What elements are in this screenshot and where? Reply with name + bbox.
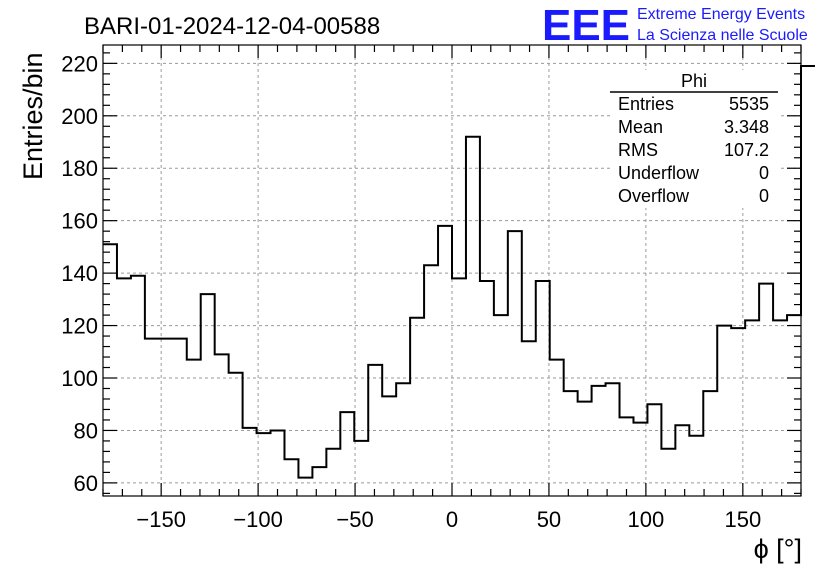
y-tick-label: 160: [61, 209, 98, 234]
x-tick-label: −50: [336, 507, 373, 532]
stats-box: Phi Entries 5535 Mean 3.348 RMS 107.2 Underflo…: [610, 70, 778, 208]
x-tick-label: 150: [724, 507, 761, 532]
x-tick-label: 0: [446, 507, 458, 532]
stats-title: Phi: [681, 71, 707, 91]
x-tick-label: −150: [136, 507, 186, 532]
histogram-series: [103, 64, 815, 479]
eee-logo: EEE Extreme Energy Events La Scienza nel…: [542, 1, 808, 50]
y-tick-label: 180: [61, 156, 98, 181]
stats-label: Mean: [618, 117, 663, 137]
y-tick-label: 60: [74, 471, 98, 496]
y-tick-label: 140: [61, 261, 98, 286]
histogram-line: [103, 64, 815, 479]
stats-value: 3.348: [724, 117, 769, 137]
y-axis-title: Entries/bin: [18, 52, 48, 180]
y-tick-label: 220: [61, 51, 98, 76]
tick-labels: −150 −100 −50 0 50 100 150 60 80 100 120 140 160 180 2…: [61, 51, 761, 532]
stats-background: [610, 70, 778, 208]
stats-value: 5535: [729, 94, 769, 114]
x-axis-title: ϕ [°]: [754, 534, 802, 564]
logo-line2: La Scienza nelle Scuole: [637, 27, 808, 44]
plot-frame: [102, 44, 802, 497]
stats-label: Entries: [618, 94, 674, 114]
stats-label: Underflow: [618, 163, 700, 183]
x-tick-label: 100: [628, 507, 665, 532]
y-tick-label: 120: [61, 314, 98, 339]
y-tick-label: 200: [61, 104, 98, 129]
logo-mark: EEE: [542, 1, 630, 50]
stats-label: RMS: [618, 140, 658, 160]
x-tick-label: −100: [233, 507, 283, 532]
axis-ticks: [102, 45, 802, 496]
stats-value: 0: [759, 163, 769, 183]
chart-title: BARI-01-2024-12-04-00588: [84, 13, 380, 40]
stats-rows: Entries 5535 Mean 3.348 RMS 107.2 Underflow 0 Ov…: [618, 94, 769, 206]
y-tick-label: 80: [74, 418, 98, 443]
stats-value: 107.2: [724, 140, 769, 160]
y-tick-label: 100: [61, 366, 98, 391]
stats-value: 0: [759, 186, 769, 206]
logo-line1: Extreme Energy Events: [637, 6, 805, 23]
x-tick-label: 50: [537, 507, 561, 532]
stats-label: Overflow: [618, 186, 690, 206]
